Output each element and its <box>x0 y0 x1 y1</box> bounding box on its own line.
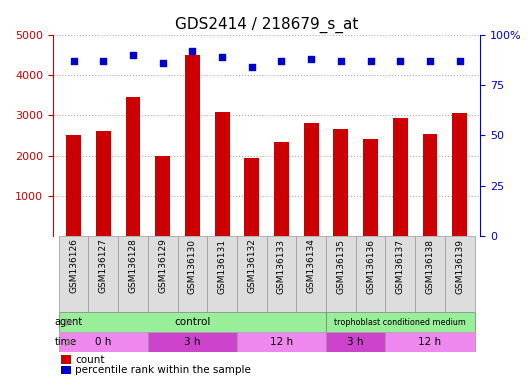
Bar <box>237 332 326 353</box>
Text: GSM136139: GSM136139 <box>455 238 464 294</box>
Point <box>248 64 256 70</box>
Bar <box>177 236 207 312</box>
Bar <box>326 236 356 312</box>
Bar <box>267 236 296 312</box>
Bar <box>126 97 140 236</box>
Text: GSM136134: GSM136134 <box>307 238 316 293</box>
Text: GSM136138: GSM136138 <box>426 238 435 294</box>
Text: agent: agent <box>54 317 82 327</box>
Text: GSM136135: GSM136135 <box>336 238 345 294</box>
Point <box>158 60 167 66</box>
Title: GDS2414 / 218679_s_at: GDS2414 / 218679_s_at <box>175 17 359 33</box>
Text: 3 h: 3 h <box>347 337 364 347</box>
Bar <box>155 156 170 236</box>
Bar <box>185 55 200 236</box>
Bar <box>274 142 289 236</box>
Text: 3 h: 3 h <box>184 337 201 347</box>
Bar <box>326 332 385 353</box>
Bar <box>415 236 445 312</box>
Text: GSM136131: GSM136131 <box>218 238 227 294</box>
Bar <box>89 236 118 312</box>
Bar <box>59 312 326 332</box>
Point <box>366 58 375 64</box>
Text: GSM136130: GSM136130 <box>188 238 197 294</box>
Text: 12 h: 12 h <box>418 337 441 347</box>
Text: GSM136127: GSM136127 <box>99 238 108 293</box>
Text: count: count <box>75 354 105 364</box>
Text: 0 h: 0 h <box>95 337 111 347</box>
Bar <box>66 136 81 236</box>
Bar <box>61 366 71 374</box>
Point <box>426 58 434 64</box>
Text: GSM136128: GSM136128 <box>128 238 137 293</box>
Point <box>396 58 404 64</box>
Bar <box>304 122 318 236</box>
Bar <box>215 112 230 236</box>
Text: 12 h: 12 h <box>270 337 293 347</box>
Bar <box>118 236 148 312</box>
Bar <box>296 236 326 312</box>
Point <box>69 58 78 64</box>
Bar <box>59 236 89 312</box>
Point <box>188 48 196 54</box>
Bar <box>148 332 237 353</box>
Bar <box>207 236 237 312</box>
Bar <box>356 236 385 312</box>
Bar <box>334 129 348 236</box>
Text: GSM136132: GSM136132 <box>247 238 256 293</box>
Bar <box>59 332 148 353</box>
Bar <box>445 236 475 312</box>
Bar <box>237 236 267 312</box>
Point <box>277 58 286 64</box>
Bar <box>244 158 259 236</box>
Bar <box>61 356 71 364</box>
Text: GSM136126: GSM136126 <box>69 238 78 293</box>
Bar <box>363 139 378 236</box>
Bar <box>393 118 408 236</box>
Bar <box>385 236 415 312</box>
Point <box>456 58 464 64</box>
Text: GSM136137: GSM136137 <box>396 238 405 294</box>
Bar <box>148 236 177 312</box>
Point <box>129 52 137 58</box>
Point <box>218 54 227 60</box>
Text: GSM136133: GSM136133 <box>277 238 286 294</box>
Bar <box>422 134 437 236</box>
Text: control: control <box>174 317 211 327</box>
Text: GSM136136: GSM136136 <box>366 238 375 294</box>
Point <box>99 58 108 64</box>
Bar <box>385 332 475 353</box>
Point <box>337 58 345 64</box>
Point <box>307 56 315 62</box>
Bar <box>96 131 111 236</box>
Bar <box>326 312 475 332</box>
Text: trophoblast conditioned medium: trophoblast conditioned medium <box>334 318 466 327</box>
Bar <box>452 113 467 236</box>
Text: percentile rank within the sample: percentile rank within the sample <box>75 365 251 375</box>
Text: time: time <box>54 337 77 347</box>
Text: GSM136129: GSM136129 <box>158 238 167 293</box>
